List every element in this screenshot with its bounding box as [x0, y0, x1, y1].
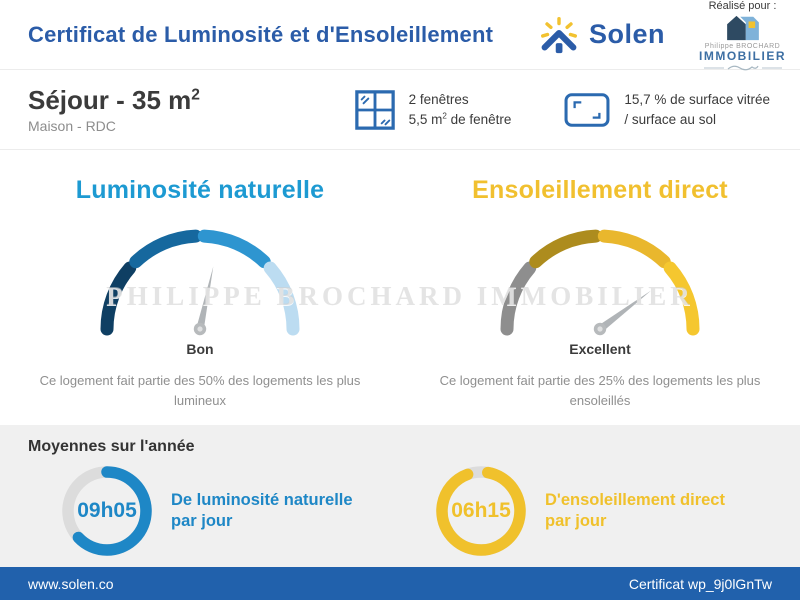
client-name: Philippe BROCHARD — [704, 42, 781, 50]
header-right: Solen Réalisé pour : Philippe BROCHARD I… — [537, 0, 786, 71]
averages-heading: Moyennes sur l'année — [28, 438, 195, 455]
yearly-averages-section: Moyennes sur l'année 09h05 De luminosité… — [0, 425, 800, 567]
website-link[interactable]: www.solen.co — [28, 575, 114, 592]
stat-glazing-line1: 15,7 % de surface vitrée — [624, 92, 770, 108]
gauge-needle — [593, 290, 652, 336]
room-block: Séjour - 35 m2 Maison - RDC — [28, 84, 200, 135]
client-type: IMMOBILIER — [699, 49, 786, 64]
sunlight-ring-chart — [436, 466, 526, 556]
luminosity-ring: 09h05 — [60, 464, 154, 558]
realised-for-block: Réalisé pour : Philippe BROCHARD IMMOBIL… — [699, 0, 786, 71]
stat-windows-line1: 2 fenêtres — [408, 92, 469, 108]
page-title: Certificat de Luminosité et d'Ensoleille… — [28, 21, 494, 47]
average-sunlight-item: 06h15 D'ensoleillement direct par jour — [400, 464, 772, 558]
luminosity-hours-value: 09h05 — [77, 499, 137, 522]
stat-windows: 2 fenêtres 5,5 m2 de fenêtre — [354, 89, 512, 131]
footer-bar: www.solen.co Certificat wp_9j0lGnTw — [0, 567, 800, 600]
stat-glazing: 15,7 % de surface vitrée / surface au so… — [563, 89, 770, 131]
gauge-luminosity: Luminosité naturelle Bon Ce logement fai… — [0, 151, 400, 425]
window-stats: 2 fenêtres 5,5 m2 de fenêtre 15,7 % de s… — [354, 89, 770, 131]
stat-windows-line2: 5,5 m2 de fenêtre — [408, 111, 512, 128]
solen-logo: Solen — [537, 14, 665, 56]
gauge-luminosity-title: Luminosité naturelle — [75, 176, 325, 204]
client-logo: Philippe BROCHARD IMMOBILIER — [699, 14, 786, 72]
gauge-sunlight-description: Ce logement fait partie des 25% des loge… — [439, 373, 761, 409]
gauge-sunlight-title: Ensoleillement direct — [472, 176, 728, 204]
window-icon — [354, 90, 395, 130]
room-summary-row: Séjour - 35 m2 Maison - RDC — [0, 71, 800, 150]
gauge-luminosity-rating: Bon — [186, 341, 214, 357]
client-tagline-script — [703, 66, 782, 71]
luminosity-ring-chart — [62, 466, 152, 556]
gauge-sunlight-rating: Excellent — [569, 341, 631, 357]
client-house-icon — [726, 15, 759, 40]
gauges-section: Luminosité naturelle Bon Ce logement fai… — [0, 151, 800, 425]
gauge-luminosity-dial — [100, 229, 300, 336]
surface-ratio-icon — [564, 93, 610, 127]
solen-brand-name: Solen — [588, 19, 665, 49]
header: Certificat de Luminosité et d'Ensoleille… — [0, 0, 800, 71]
stat-glazing-line2: / surface au sol — [624, 112, 716, 127]
gauge-sunlight-dial — [500, 229, 700, 336]
gauge-luminosity-description: Ce logement fait partie des 50% des loge… — [39, 373, 361, 409]
sunlight-hours-label: D'ensoleillement direct par jour — [545, 490, 725, 530]
luminosity-hours-label: De luminosité naturelle par jour — [171, 490, 353, 530]
room-subtitle: Maison - RDC — [28, 118, 116, 135]
solen-house-sun-icon — [541, 16, 577, 53]
averages-items: 09h05 De luminosité naturelle par jour 0… — [28, 464, 772, 558]
gauge-needle — [193, 266, 214, 336]
stat-windows-text: 2 fenêtres 5,5 m2 de fenêtre — [409, 90, 512, 129]
sunlight-hours-value: 06h15 — [451, 499, 511, 522]
sunlight-ring: 06h15 — [434, 464, 528, 558]
stat-glazing-text: 15,7 % de surface vitrée / surface au so… — [624, 90, 770, 129]
average-luminosity-item: 09h05 De luminosité naturelle par jour — [28, 464, 400, 558]
room-name: Séjour - 35 m2 — [28, 84, 200, 115]
realised-for-label: Réalisé pour : — [708, 0, 777, 12]
gauge-sunlight: Ensoleillement direct Excellent Ce logem… — [400, 151, 800, 425]
certificate-id: Certificat wp_9j0lGnTw — [628, 575, 772, 592]
